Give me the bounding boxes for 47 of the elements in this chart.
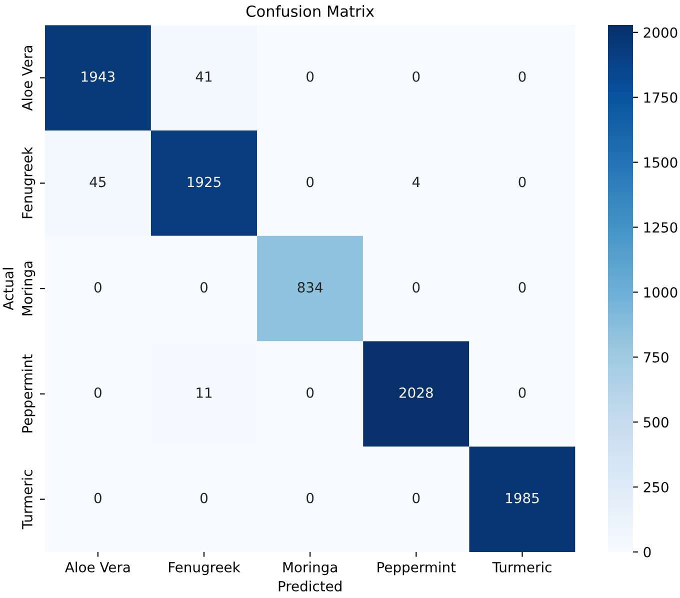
data-label: 0	[200, 282, 208, 293]
chart-title: Confusion Matrix	[246, 5, 374, 17]
x-tick-label: Fenugreek	[169, 562, 240, 576]
x-tick-label: Aloe Vera	[65, 562, 130, 572]
data-label: 1985	[506, 492, 539, 504]
data-label: 0	[518, 387, 526, 398]
y-tick-label: Turmeric	[22, 470, 32, 530]
data-label: 11	[196, 388, 212, 398]
data-label: 0	[412, 71, 420, 82]
color-bar-label: 0	[644, 546, 651, 558]
data-label: 0	[306, 176, 314, 188]
data-label: 45	[90, 176, 106, 188]
data-label: 834	[298, 282, 323, 293]
data-label: 0	[518, 282, 526, 293]
y-tick-label: Aloe Vera	[22, 46, 32, 111]
data-label: 0	[518, 71, 526, 82]
y-tick-label: Moringa	[22, 262, 36, 316]
data-label: 0	[200, 492, 208, 504]
data-label: 1943	[82, 71, 114, 82]
x-tick-label: Moringa	[283, 562, 337, 576]
color-bar-label: 750	[644, 352, 668, 363]
data-label: 0	[306, 71, 314, 82]
data-label: 41	[196, 72, 212, 82]
data-label: 1925	[188, 176, 220, 188]
x-axis-title: Predicted	[278, 580, 342, 592]
data-label: 0	[412, 282, 420, 293]
x-tick-label: Turmeric	[492, 562, 552, 572]
color-bar-label: 1250	[644, 222, 678, 233]
data-label: 2028	[400, 387, 433, 398]
data-label: 0	[94, 387, 102, 398]
x-tick-label: Peppermint	[378, 562, 456, 576]
data-label: 0	[306, 387, 314, 398]
data-label: 0	[412, 492, 420, 504]
data-label: 4	[412, 176, 420, 187]
color-bar-label: 1000	[644, 287, 678, 298]
data-label: 0	[306, 492, 314, 504]
y-tick-label: Peppermint	[22, 354, 36, 432]
data-label: 0	[94, 492, 102, 504]
color-bar-label: 1750	[644, 92, 678, 103]
color-bar-label: 1500	[644, 157, 678, 168]
data-label: 0	[518, 176, 526, 188]
color-bar-label: 250	[644, 482, 668, 492]
y-axis-title: Actual	[2, 268, 14, 310]
color-bar-label: 2000	[644, 27, 678, 38]
color-bar-label: 500	[644, 417, 668, 428]
y-tick-label: Fenugreek	[22, 146, 36, 218]
data-label: 0	[94, 282, 102, 293]
